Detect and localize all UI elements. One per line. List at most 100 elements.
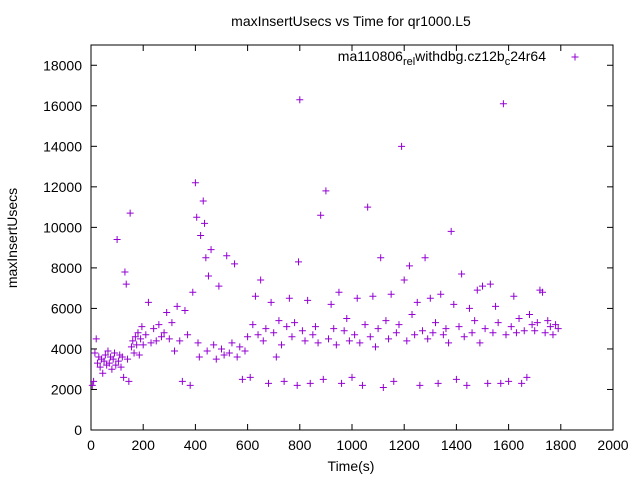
data-point — [371, 343, 379, 351]
data-point — [99, 369, 107, 377]
data-point — [358, 381, 366, 389]
data-point — [492, 302, 500, 310]
data-point — [171, 347, 179, 355]
data-point — [127, 343, 135, 351]
data-point — [481, 325, 489, 333]
data-point — [518, 379, 526, 387]
data-point — [236, 343, 244, 351]
data-point — [244, 333, 252, 341]
plot-area: 0 200 400 600 800 1000 1200 1400 1600 1800 2000 0 20… — [43, 44, 629, 453]
data-point — [178, 377, 186, 385]
data-point — [356, 339, 364, 347]
data-point — [144, 298, 152, 306]
data-point — [515, 315, 523, 323]
data-point — [184, 331, 192, 339]
data-point — [204, 272, 212, 280]
data-point — [445, 339, 453, 347]
data-point — [262, 325, 270, 333]
data-point — [489, 329, 497, 337]
data-point — [366, 333, 374, 341]
data-point — [280, 377, 288, 385]
y-tick-label: 8000 — [51, 260, 82, 276]
x-tick-label: 2000 — [597, 437, 628, 453]
data-point — [400, 276, 408, 284]
y-tick-label: 12000 — [43, 179, 82, 195]
data-point — [241, 347, 249, 355]
data-point — [91, 349, 99, 357]
x-tick-label: 600 — [236, 437, 260, 453]
data-point — [426, 294, 434, 302]
data-point — [385, 335, 393, 343]
data-point — [458, 270, 466, 278]
data-point — [122, 280, 130, 288]
data-point — [439, 331, 447, 339]
legend-label: ma110806relwithdbg.cz12bc24r64 — [338, 48, 546, 68]
data-point — [332, 341, 340, 349]
data-point — [147, 339, 155, 347]
data-point — [322, 187, 330, 195]
data-point — [418, 327, 426, 335]
data-point — [223, 252, 231, 260]
data-point — [416, 381, 424, 389]
data-point — [104, 347, 112, 355]
data-point — [195, 353, 203, 361]
y-tick-label: 16000 — [43, 98, 82, 114]
data-point — [304, 296, 312, 304]
data-point — [510, 292, 518, 300]
data-point — [210, 341, 218, 349]
x-tick-label: 400 — [184, 437, 208, 453]
data-point — [471, 317, 479, 325]
data-point — [497, 379, 505, 387]
data-point — [108, 365, 116, 373]
data-point — [507, 323, 515, 331]
data-point — [413, 298, 421, 306]
data-point — [319, 375, 327, 383]
data-point — [275, 317, 283, 325]
legend-label-part: c — [505, 56, 511, 68]
data-point — [121, 268, 129, 276]
x-tick-label: 1000 — [336, 437, 367, 453]
data-point — [452, 375, 460, 383]
data-point — [160, 329, 168, 337]
data-point — [135, 351, 143, 359]
data-point — [314, 339, 322, 347]
data-point — [392, 329, 400, 337]
x-tick-label: 200 — [132, 437, 156, 453]
data-point — [520, 327, 528, 335]
data-point — [437, 290, 445, 298]
data-point — [254, 331, 262, 339]
data-point — [152, 337, 160, 345]
data-point — [325, 335, 333, 343]
data-point — [353, 294, 361, 302]
data-point — [463, 381, 471, 389]
data-point — [134, 329, 142, 337]
data-point — [163, 308, 171, 316]
data-point — [434, 379, 442, 387]
data-point — [283, 323, 291, 331]
y-tick-label: 6000 — [51, 300, 82, 316]
data-point — [525, 311, 533, 318]
legend-marker — [571, 53, 579, 61]
data-point — [473, 286, 481, 294]
data-point — [129, 337, 137, 345]
data-point — [343, 315, 351, 323]
data-point — [197, 231, 205, 239]
data-point — [125, 377, 133, 385]
data-point — [387, 290, 395, 298]
y-tick-label: 4000 — [51, 341, 82, 357]
x-tick-label: 800 — [288, 437, 312, 453]
data-point — [455, 323, 463, 331]
data-point — [374, 325, 382, 333]
data-point — [327, 300, 335, 308]
data-point — [233, 353, 241, 361]
data-point — [270, 329, 278, 337]
data-point — [173, 302, 181, 310]
data-point — [432, 319, 440, 327]
data-point — [264, 379, 272, 387]
y-tick-label: 14000 — [43, 138, 82, 154]
data-point — [294, 258, 302, 266]
data-point — [554, 325, 562, 333]
data-point — [528, 321, 536, 329]
data-point — [512, 329, 520, 337]
